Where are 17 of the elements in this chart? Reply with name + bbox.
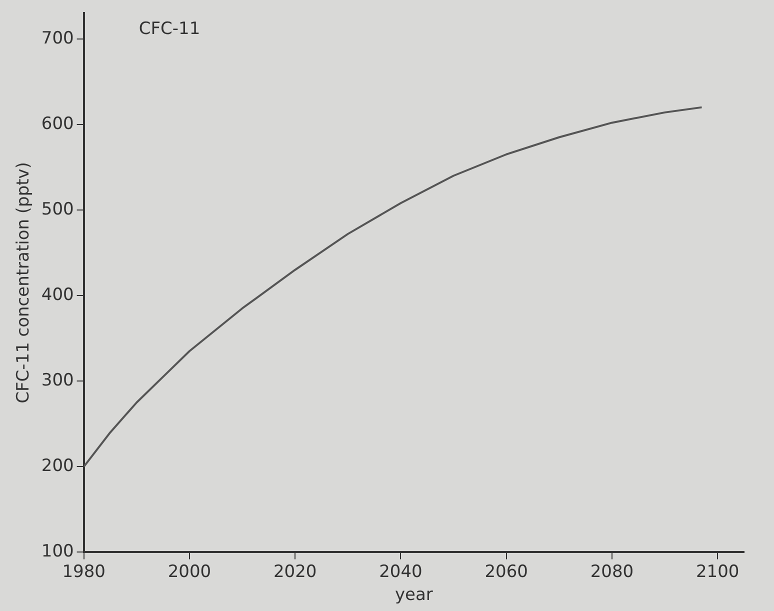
y-tick-label: 100: [41, 542, 74, 562]
x-tick-label: 2080: [590, 562, 634, 582]
x-tick-label: 2040: [379, 562, 422, 582]
y-tick-label: 200: [41, 456, 74, 476]
y-tick-label: 400: [41, 284, 74, 305]
x-tick-label: 2020: [273, 562, 317, 582]
x-tick-label: 2060: [484, 562, 528, 582]
y-tick-label: 300: [41, 370, 74, 391]
annotation: CFC-11: [138, 19, 200, 40]
y-tick-label: 600: [41, 114, 74, 134]
x-axis-title: year: [394, 585, 433, 606]
y-tick-label: 500: [41, 199, 74, 220]
x-tick-label: 2000: [168, 562, 212, 582]
x-tick-label: 2100: [696, 562, 740, 582]
y-axis-title: CFC-11 concentration (pptv): [14, 162, 34, 404]
x-tick-label: 1980: [62, 562, 106, 582]
y-tick-label: 700: [41, 28, 74, 48]
